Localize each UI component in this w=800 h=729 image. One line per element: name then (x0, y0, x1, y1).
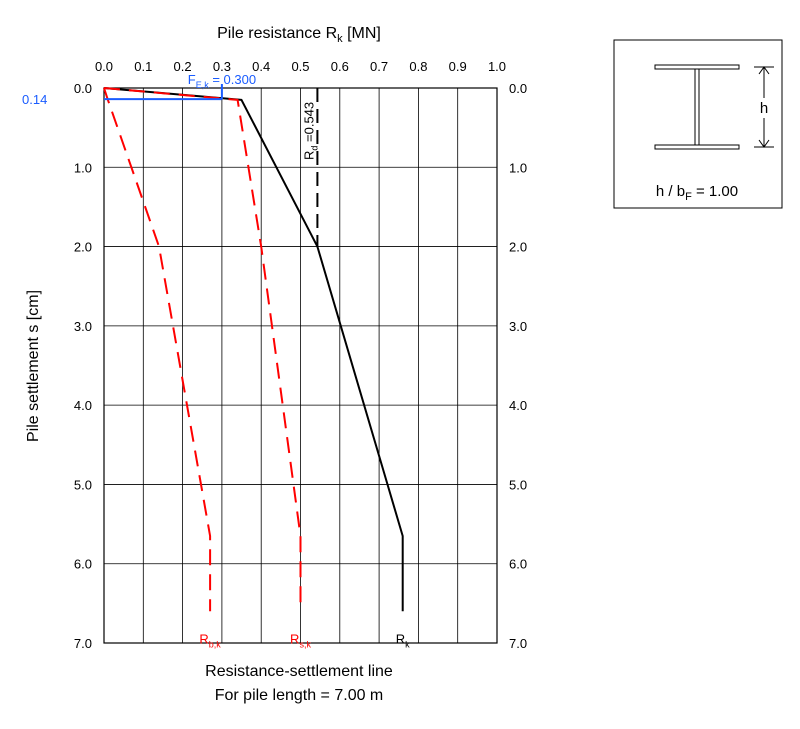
x-tick-label: 0.8 (409, 59, 427, 74)
chart-subtitle: For pile length = 7.00 m (215, 687, 384, 704)
fek-settlement-label: 0.14 (22, 92, 47, 107)
y-tick-label-left: 2.0 (74, 240, 92, 255)
x-tick-label: 0.9 (449, 59, 467, 74)
x-tick-label: 0.7 (370, 59, 388, 74)
y-tick-label-right: 4.0 (509, 398, 527, 413)
y-tick-label-right: 3.0 (509, 319, 527, 334)
x-tick-label: 0.1 (134, 59, 152, 74)
series-label-k: Rk (396, 631, 410, 649)
y-tick-label-right: 5.0 (509, 477, 527, 492)
i-beam-icon (654, 64, 740, 150)
height-label: h (760, 100, 768, 117)
x-tick-label: 1.0 (488, 59, 506, 74)
tick-labels: 0.0 0.1 0.2 0.3 0.4 0.5 0.6 0.7 0.8 0.9 1.00.0 0.01… (74, 59, 527, 651)
y-tick-label-right: 2.0 (509, 240, 527, 255)
plot-frame (103, 87, 498, 644)
series-line-k (103, 87, 404, 612)
x-tick-label: 0.5 (291, 59, 309, 74)
y-axis-title: Pile settlement s [cm] (25, 290, 42, 442)
y-tick-label-left: 1.0 (74, 160, 92, 175)
grid (104, 88, 497, 643)
ratio-label: h / bF = 1.00 (656, 183, 738, 203)
y-tick-label-right: 6.0 (509, 557, 527, 572)
y-tick-label-right: 7.0 (509, 636, 527, 651)
x-tick-label: 0.4 (252, 59, 270, 74)
height-dimension (754, 66, 774, 148)
series-line-sk (103, 87, 302, 612)
y-tick-label-left: 6.0 (74, 557, 92, 572)
x-tick-label: 0.2 (174, 59, 192, 74)
x-tick-label: 0.3 (213, 59, 231, 74)
rd-label: Rd =0.543 (301, 102, 319, 160)
fek-label: FE,k = 0.300 (188, 72, 256, 90)
cross-section-inset: h h / bF = 1.00 (613, 39, 783, 209)
y-tick-label-left: 3.0 (74, 319, 92, 334)
y-tick-label-left: 0.0 (74, 81, 92, 96)
y-tick-label-right: 0.0 (509, 81, 527, 96)
x-axis-title: Pile resistance Rk [MN] (217, 25, 381, 45)
annotations: FE,k = 0.300 0.14 Rd =0.543 (22, 72, 319, 247)
y-tick-label-left: 7.0 (74, 636, 92, 651)
y-tick-label-left: 5.0 (74, 477, 92, 492)
series: Rk Rs,k Rb,k (103, 87, 410, 649)
chart-title: Resistance-settlement line (205, 663, 393, 680)
y-tick-label-right: 1.0 (509, 160, 527, 175)
series-line-bk (103, 87, 212, 612)
y-tick-label-left: 4.0 (74, 398, 92, 413)
series-label-bk: Rb,k (199, 631, 221, 649)
x-tick-label: 0.0 (95, 59, 113, 74)
series-label-sk: Rs,k (290, 631, 311, 649)
x-tick-label: 0.6 (331, 59, 349, 74)
